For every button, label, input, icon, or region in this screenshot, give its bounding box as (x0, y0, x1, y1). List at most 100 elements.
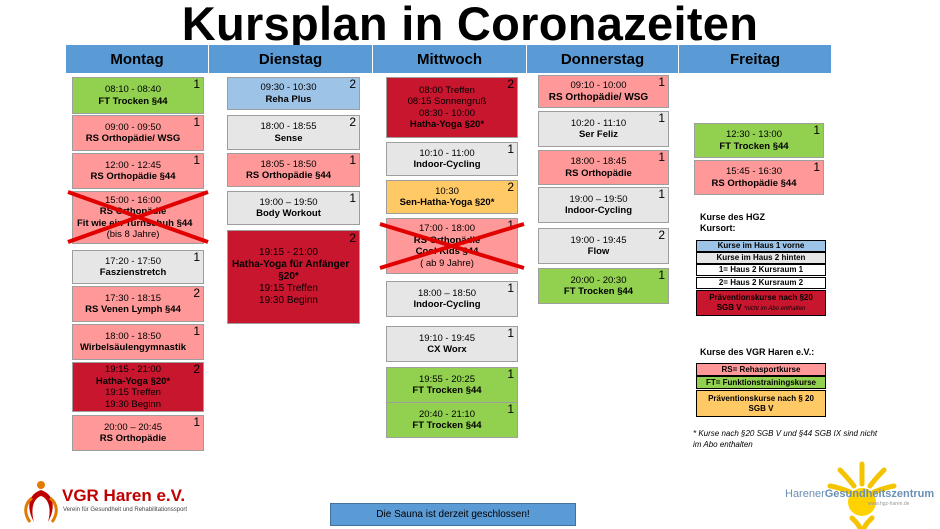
course-time: 09:10 - 10:00 (570, 80, 627, 91)
course-card[interactable]: 20:40 - 21:10 FT Trocken §44 1 (386, 402, 518, 438)
course-card[interactable]: 19:15 - 21:00 Hatha-Yoga §20* 19:15 Tref… (72, 362, 204, 412)
course-name: RS Venen Lymph §44 (85, 304, 181, 315)
room-badge: 1 (813, 123, 820, 137)
sauna-notice: Die Sauna ist derzeit geschlossen! (330, 503, 576, 526)
course-time: 18:05 - 18:50 (260, 158, 317, 170)
room-badge: 1 (193, 415, 200, 429)
course-card[interactable]: 19:00 - 19:45 Flow 2 (538, 228, 669, 264)
day-header-mittwoch: Mittwoch (373, 45, 527, 73)
room-badge: 2 (193, 362, 200, 376)
room-badge: 1 (193, 324, 200, 338)
legend-prevention-line1: Präventionskurse nach §20 (709, 292, 813, 302)
course-card[interactable]: 19:00 – 19:50 Indoor-Cycling 1 (538, 187, 669, 223)
legend-vgr-prevention-line2: SGB V (748, 403, 774, 413)
course-time: 17:30 - 18:15 (105, 292, 161, 304)
course-card[interactable]: 18:00 – 18:50 Indoor-Cycling 1 (386, 281, 518, 317)
course-time: 17:20 - 17:50 (105, 255, 161, 267)
course-name: Wirbelsäulengymnastik (79, 342, 187, 353)
legend-item-rs: RS= Rehasportkurse (696, 363, 826, 376)
course-section: §20* (278, 271, 299, 282)
course-name: Flow (587, 246, 610, 257)
course-card[interactable]: 19:55 - 20:25 FT Trocken §44 1 (386, 367, 518, 403)
course-card[interactable]: 15:45 - 16:30 RS Orthopädie §44 1 (694, 160, 824, 195)
course-card[interactable]: 09:00 - 09:50 RS Orthopädie/ WSG 1 (72, 115, 204, 151)
course-start: 19:30 Beginn (105, 398, 161, 410)
course-time: 17:00 - 18:00 (419, 223, 475, 234)
course-card[interactable]: 19:10 - 19:45 CX Worx 1 (386, 326, 518, 362)
course-card-cancelled[interactable]: 17:00 - 18:00 RS Orthopädie Cool Kids §4… (386, 218, 518, 274)
course-time: 18:00 - 18:45 (570, 156, 627, 167)
legend-prevention-note: *nicht im Abo enthalten (743, 305, 806, 312)
course-name: Hatha-Yoga §20* (95, 375, 171, 387)
course-card[interactable]: 10:30 Sen-Hatha-Yoga §20* 2 (386, 180, 518, 214)
legend-hgz-title-line1: Kurse des HGZ (700, 212, 766, 222)
legend-prevention-line2: SGB V (716, 302, 742, 312)
course-name: FT Trocken §44 (98, 95, 168, 107)
course-card[interactable]: 10:10 - 11:00 Indoor-Cycling 1 (386, 142, 518, 176)
course-time: 15:00 - 16:00 (105, 194, 161, 206)
course-name: Sen-Hatha-Yoga §20* (399, 197, 495, 208)
page-title: Kursplan in Coronazeiten (181, 0, 759, 50)
room-badge: 2 (193, 286, 200, 300)
course-name: FT Trocken §44 (563, 286, 634, 297)
course-card[interactable]: 12:30 - 13:00 FT Trocken §44 1 (694, 123, 824, 158)
course-name: Hatha-Yoga §20* (409, 119, 485, 130)
day-header-donnerstag: Donnerstag (527, 45, 679, 73)
course-time: 19:15 - 21:00 (105, 364, 161, 375)
course-card[interactable]: 10:20 - 11:10 Ser Feliz 1 (538, 111, 669, 147)
room-badge: 1 (658, 268, 665, 282)
course-time: 18:00 - 18:55 (260, 121, 317, 132)
sun-icon (827, 461, 897, 529)
legend-item-prevention-vgr: Präventionskurse nach § 20 SGB V (696, 390, 826, 417)
legend-vgr-prevention-line1: Präventionskurse nach § 20 (708, 393, 814, 403)
course-card[interactable]: 18:05 - 18:50 RS Orthopädie §44 1 (227, 153, 360, 187)
day-header-montag: Montag (66, 45, 209, 73)
course-subtitle: Fit wie ein Turnschuh §44 (77, 217, 193, 229)
course-card[interactable]: 09:30 - 10:30 Reha Plus 2 (227, 77, 360, 110)
hgz-name-part2: Gesundheits (824, 488, 892, 500)
course-name: Indoor-Cycling (413, 299, 481, 310)
room-badge: 2 (507, 77, 514, 91)
course-name: FT Trocken §44 (719, 140, 789, 152)
course-time: 19:10 - 19:45 (419, 332, 475, 344)
course-time: 09:30 - 10:30 (260, 82, 317, 93)
course-time: 09:00 - 09:50 (105, 121, 161, 133)
course-name: RS Orthopädie (99, 206, 167, 217)
room-badge: 1 (658, 111, 665, 125)
course-meet: 08:00 Treffen (419, 84, 475, 96)
room-badge: 1 (193, 250, 200, 264)
course-card[interactable]: 08:00 Treffen 08:15 Sonnengruß 08:30 - 1… (386, 77, 518, 138)
course-card[interactable]: 09:10 - 10:00 RS Orthopädie/ WSG 1 (538, 75, 669, 108)
course-name: Sense (274, 132, 303, 144)
course-card[interactable]: 12:00 - 12:45 RS Orthopädie §44 1 (72, 153, 204, 189)
course-card[interactable]: 18:00 - 18:55 Sense 2 (227, 115, 360, 150)
day-header-freitag: Freitag (679, 45, 832, 73)
room-badge: 1 (507, 326, 514, 340)
course-time: 20:00 - 20:30 (570, 274, 627, 286)
legend-item-ft: FT= Funktionstrainingskurse (696, 376, 826, 389)
course-card[interactable]: 19:00 – 19:50 Body Workout 1 (227, 191, 360, 225)
course-name: FT Trocken §44 (412, 385, 482, 396)
room-badge: 1 (507, 142, 514, 156)
course-card[interactable]: 18:00 - 18:50 Wirbelsäulengymnastik 1 (72, 324, 204, 360)
course-note: ( ab 9 Jahre) (420, 257, 474, 269)
hgz-name-part1: Harener (785, 488, 825, 500)
course-card[interactable]: 19:15 - 21:00 Hatha-Yoga für Anfänger §2… (227, 230, 360, 324)
course-name: Indoor-Cycling (564, 205, 633, 216)
course-card[interactable]: 18:00 - 18:45 RS Orthopädie 1 (538, 150, 669, 185)
course-card[interactable]: 17:30 - 18:15 RS Venen Lymph §44 2 (72, 286, 204, 322)
room-badge: 2 (349, 231, 356, 245)
legend-hgz-title: Kurse des HGZ Kursort: (700, 212, 765, 234)
hgz-logo-name: HarenerGesundheitszentrum (785, 488, 934, 500)
room-badge: 2 (349, 77, 356, 91)
course-card[interactable]: 08:10 - 08:40 FT Trocken §44 1 (72, 77, 204, 114)
room-badge: 1 (349, 191, 356, 205)
room-badge: 1 (193, 153, 200, 167)
course-card[interactable]: 17:20 - 17:50 Faszienstretch 1 (72, 250, 204, 284)
course-card[interactable]: 20:00 - 20:30 FT Trocken §44 1 (538, 268, 669, 304)
room-badge: 1 (193, 115, 200, 129)
course-time: 12:00 - 12:45 (105, 159, 161, 171)
course-card[interactable]: 20:00 – 20:45 RS Orthopädie 1 (72, 415, 204, 451)
course-card-cancelled[interactable]: 15:00 - 16:00 RS Orthopädie Fit wie ein … (72, 191, 204, 244)
legend-hgz-title-line2: Kursort: (700, 223, 736, 233)
